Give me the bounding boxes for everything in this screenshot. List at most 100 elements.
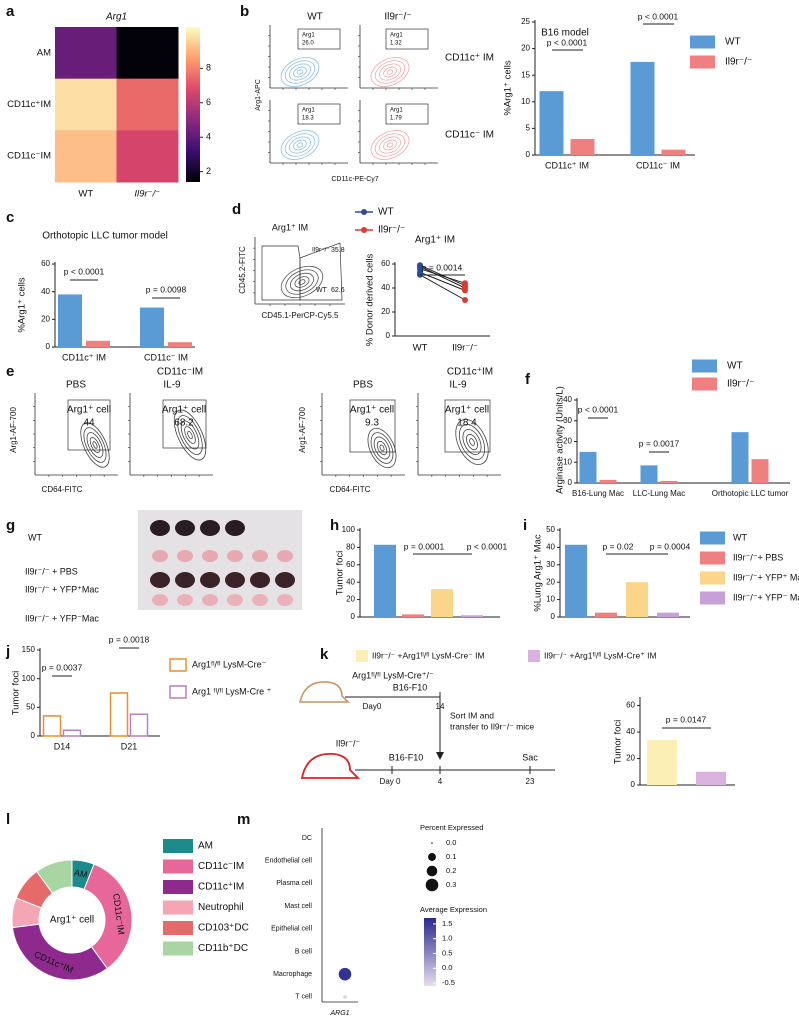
contour <box>177 415 203 455</box>
legend-title: Percent Expressed <box>420 823 483 832</box>
flow-label: Arg1-AF-700 <box>298 407 307 453</box>
p-value: p < 0.0001 <box>638 11 679 21</box>
flow-label: Il9r⁻/⁻ <box>312 247 330 254</box>
flow-label: PBS <box>66 380 86 391</box>
panel-letter: k <box>320 646 329 663</box>
contour <box>386 142 394 148</box>
y-axis-label: % Donor derived cells <box>365 254 376 347</box>
y-tick-label: 20 <box>346 595 355 604</box>
y-tick-label: 40 <box>381 283 390 292</box>
slice <box>83 863 133 970</box>
contour <box>469 438 475 446</box>
tumor <box>225 520 245 536</box>
contour <box>383 66 397 78</box>
contour <box>367 427 397 469</box>
legend-swatch <box>163 900 193 915</box>
legend-label: Arg1ᶠˡ/ᶠˡ LysM-Cre⁻ <box>192 659 267 669</box>
gate <box>299 242 343 301</box>
x-tick-label: LLC-Lung Mac <box>633 489 685 498</box>
y-tick-label: 100 <box>342 525 356 534</box>
y-tick-label: 10 <box>546 595 555 604</box>
legend-title: Average Expression <box>420 905 487 914</box>
contour <box>298 279 306 285</box>
x-tick-label: CD11c⁺ IM <box>545 160 589 170</box>
colorbar-label: 0.0 <box>442 963 452 972</box>
panel-letter: f <box>525 371 531 388</box>
y-tick-label: 60 <box>346 560 355 569</box>
schematic-label: Il9r⁻/⁻ <box>336 738 361 748</box>
x-tick-label: D21 <box>121 741 138 751</box>
schematic-label: B16-F10 <box>389 752 424 762</box>
p-value: p < 0.0001 <box>467 541 508 551</box>
p-value: p < 0.0001 <box>64 266 105 276</box>
pair-line <box>419 268 466 284</box>
tumor <box>177 550 193 562</box>
legend-label: Il9r⁻/⁻ <box>378 225 405 236</box>
contour <box>89 437 101 453</box>
tumor <box>202 594 218 606</box>
flow-label: 18.4 <box>457 418 477 429</box>
bar <box>660 480 678 483</box>
p-value: p = 0.0098 <box>146 284 187 294</box>
x-tick-label: CD11c⁺ IM <box>62 352 106 362</box>
contour <box>180 420 200 450</box>
legend-label: Arg1 ᶠˡ/ᶠˡ LysM-Cre ⁺ <box>192 686 272 696</box>
legend-swatch <box>690 55 715 69</box>
legend-label: CD11c⁻IM <box>198 861 244 872</box>
contour <box>378 136 402 154</box>
y-tick-label: 50 <box>26 702 35 711</box>
contour <box>285 269 319 295</box>
tumor <box>152 550 168 562</box>
point <box>462 282 468 289</box>
row-label: DC <box>302 835 312 842</box>
y-tick-label: 40 <box>546 543 555 552</box>
contour <box>370 432 394 464</box>
legend-swatch <box>692 359 717 373</box>
y-tick-label: 40 <box>41 287 50 296</box>
row-label: Mast cell <box>284 903 312 910</box>
legend-swatch <box>690 35 715 49</box>
flow-label: CD11c-PE-Cy7 <box>331 176 378 183</box>
chart-title: Arg1⁺ IM <box>415 235 455 246</box>
panel-letter: h <box>330 517 339 534</box>
x-tick-label: WT <box>413 343 428 354</box>
tumor <box>250 572 270 588</box>
schematic-label: Day0 <box>363 702 382 711</box>
legend-swatch <box>528 650 540 662</box>
legend-label: 0.1 <box>446 852 456 861</box>
tumor <box>200 572 220 588</box>
flow-label: Arg1 <box>302 108 315 114</box>
column-label: Il9r⁻/⁻ <box>134 189 160 200</box>
row-label: T cell <box>295 994 312 1001</box>
flow-label: Arg1⁺ cell <box>445 405 489 416</box>
legend-label: WT <box>727 361 743 372</box>
size-key <box>425 878 439 892</box>
heat-cell <box>116 27 179 80</box>
contour <box>374 133 406 157</box>
mouse <box>299 681 350 703</box>
contour <box>83 427 107 463</box>
contour <box>80 422 110 468</box>
flow-label: Arg1 <box>302 33 315 39</box>
bar <box>58 294 82 347</box>
contour <box>379 444 385 452</box>
size-key <box>431 842 433 844</box>
legend-label: 0.0 <box>446 838 456 847</box>
contour <box>293 66 307 78</box>
p-value: p = 0.0017 <box>639 438 680 448</box>
tumor <box>252 594 268 606</box>
legend-swatch <box>700 571 725 585</box>
bar <box>461 615 483 617</box>
y-tick-label: 60 <box>626 701 635 710</box>
legend-label: Il9r⁻/⁻ +Arg1ᶠˡ/ᶠˡ LysM-Cre⁺ IM <box>544 650 657 660</box>
contour <box>458 424 486 460</box>
y-axis-label: %Arg1⁺ cells <box>17 277 28 332</box>
gate <box>261 245 301 301</box>
flow-label: IL-9 <box>163 380 181 391</box>
bar <box>599 479 617 483</box>
schematic-label: Arg1ᶠˡ/ᶠˡ LysM-Cre⁺/⁻ <box>352 670 434 680</box>
legend-label: WT <box>725 37 741 48</box>
bar <box>42 715 62 737</box>
legend-swatch <box>163 880 193 894</box>
y-tick-label: 20 <box>381 307 390 316</box>
